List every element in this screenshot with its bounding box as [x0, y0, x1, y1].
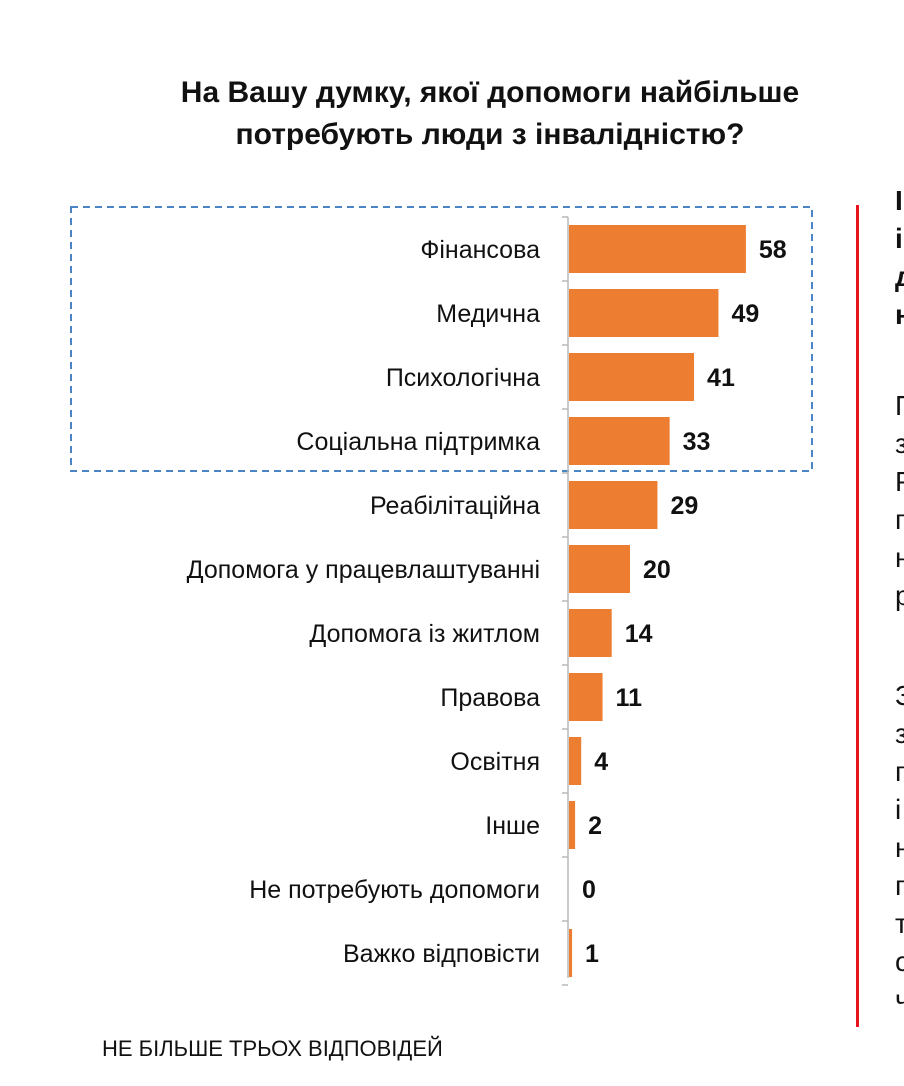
title-line-1: На Вашу думку, якої допомоги найбільше [180, 76, 800, 109]
value-label: 0 [582, 876, 596, 904]
side-panel-fragment: П [895, 390, 904, 421]
side-panel-fragment: І [895, 185, 903, 216]
side-panel-fragment: і [895, 223, 903, 254]
category-label: Освітня [450, 748, 540, 776]
category-label: Допомога у працевлаштуванні [187, 556, 540, 584]
highlight-box [70, 206, 813, 472]
side-panel-fragment: н [895, 542, 904, 573]
side-panel-fragment: т [895, 908, 904, 939]
category-label: Медична [436, 300, 540, 328]
side-panel-fragment: р [895, 580, 904, 611]
side-panel-fragment: з [895, 718, 904, 749]
value-label: 58 [759, 236, 787, 264]
bar [569, 737, 582, 785]
chart-title: На Вашу думку, якої допомоги найбільше п… [110, 72, 870, 156]
value-label: 11 [616, 684, 643, 712]
side-panel-fragment: п [895, 756, 904, 787]
category-label: Важко відповісти [343, 940, 540, 968]
value-label: 33 [683, 428, 711, 456]
value-label: 1 [585, 940, 599, 968]
category-label: Правова [440, 684, 540, 712]
side-panel-fragment: д [895, 261, 904, 292]
category-label: Соціальна підтримка [296, 428, 540, 456]
category-label: Психологічна [386, 364, 540, 392]
bar [569, 673, 603, 721]
value-label: 41 [707, 364, 735, 392]
side-panel-fragment: ч [895, 984, 904, 1015]
category-label: Не потребують допомоги [249, 876, 540, 904]
separator-line [856, 205, 859, 1027]
bar [569, 353, 695, 401]
side-panel-fragment: і [895, 794, 902, 825]
side-panel-fragment: с [895, 946, 904, 977]
side-panel-fragment: з [895, 428, 904, 459]
bar [569, 417, 670, 465]
side-panel-clipped-text: ІіднПзРпнрЗзпінптсч [895, 175, 904, 1055]
side-panel-fragment: н [895, 299, 904, 330]
category-label: Фінансова [420, 236, 540, 264]
value-label: 14 [625, 620, 653, 648]
side-panel-fragment: Р [895, 466, 904, 497]
bar [569, 609, 612, 657]
bar [569, 929, 573, 977]
category-label: Допомога із житлом [309, 620, 540, 648]
value-label: 49 [731, 300, 759, 328]
value-label: 4 [594, 748, 608, 776]
side-panel-fragment: З [895, 680, 904, 711]
value-label: 29 [670, 492, 698, 520]
bar [569, 225, 746, 273]
bar [569, 801, 576, 849]
side-panel-fragment: п [895, 504, 904, 535]
value-label: 2 [588, 812, 602, 840]
bar [569, 289, 719, 337]
bar [569, 481, 658, 529]
side-panel-fragment: н [895, 832, 904, 863]
category-label: Реабілітаційна [370, 492, 540, 520]
side-panel-fragment: п [895, 870, 904, 901]
footnote: НЕ БІЛЬШЕ ТРЬОХ ВІДПОВІДЕЙ [102, 1036, 443, 1061]
value-label: 20 [643, 556, 671, 584]
bar [569, 545, 630, 593]
category-label: Інше [485, 812, 540, 840]
title-line-2: потребують люди з інвалідністю? [235, 118, 745, 151]
